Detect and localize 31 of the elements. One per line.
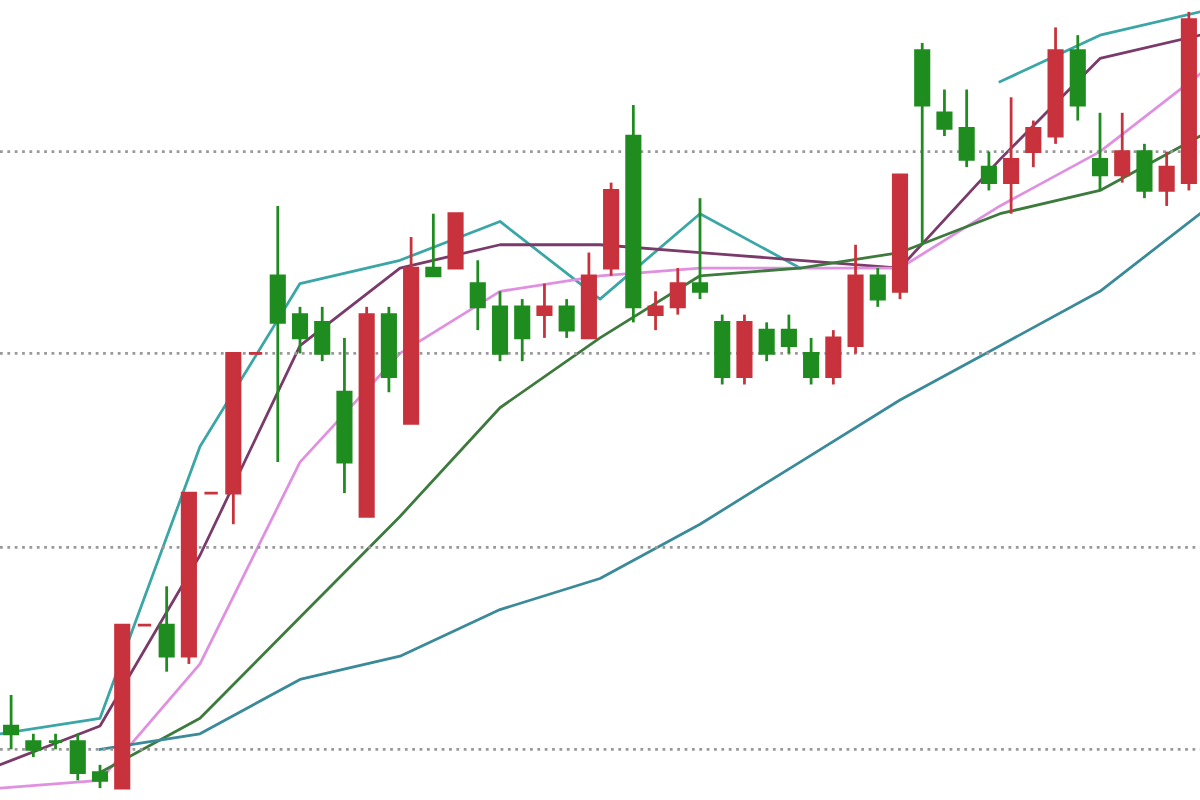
candlestick: [469, 258, 486, 332]
candlestick: [69, 732, 86, 782]
candlestick: [3, 693, 20, 751]
candlestick: [958, 88, 975, 169]
candlestick: [558, 297, 575, 340]
candlestick: [869, 266, 886, 309]
candlestick: [425, 212, 442, 278]
candlestick: [25, 732, 42, 759]
candlestick: [936, 88, 953, 138]
candlestick: [691, 196, 709, 301]
candlestick: [291, 305, 309, 355]
candlestick: [1114, 111, 1131, 185]
candlestick: [980, 150, 997, 192]
candlestick: [825, 328, 842, 386]
candlestick: [780, 313, 797, 355]
candlestick: [91, 763, 109, 790]
candlestick: [269, 204, 286, 464]
candlestick: [1025, 119, 1042, 169]
candlestick: [669, 266, 686, 316]
candlestick: [491, 289, 509, 363]
candlestick: [536, 282, 553, 340]
candlestick: [758, 320, 775, 363]
candlestick: [803, 336, 820, 386]
candlestick: [514, 297, 531, 363]
candlestick: [1003, 95, 1020, 216]
candlestick: [647, 289, 664, 332]
candlestick: [1091, 111, 1109, 192]
candlestick: [158, 584, 175, 674]
candlestick: [314, 305, 331, 363]
candlestick: [1158, 150, 1175, 208]
candlestick: [1136, 142, 1153, 200]
